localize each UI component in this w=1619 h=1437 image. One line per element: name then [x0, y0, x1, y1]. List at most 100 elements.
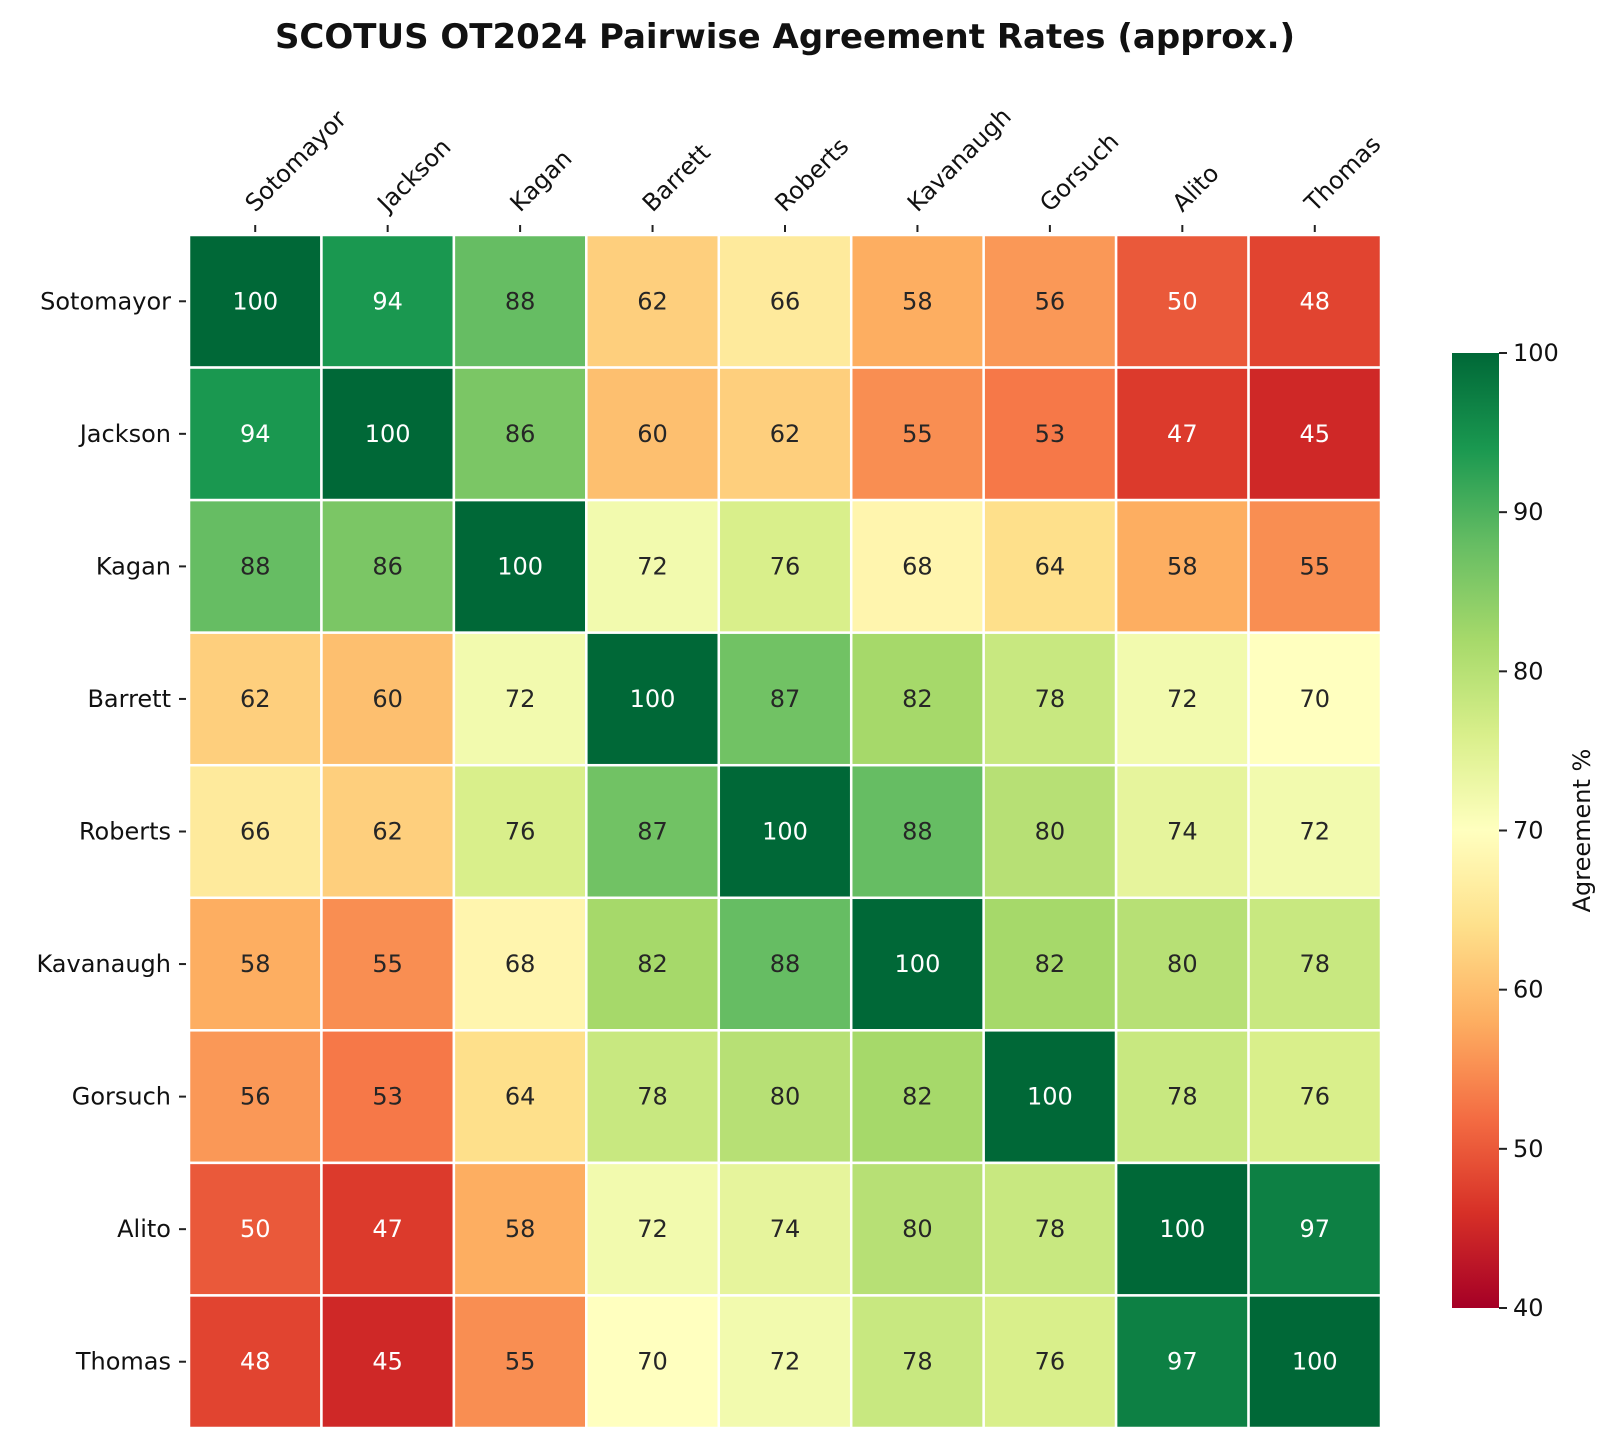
cell-value-label: 72: [1300, 818, 1331, 846]
cell-value-label: 55: [505, 1348, 536, 1376]
heatmap-cell: [187, 763, 323, 900]
heatmap-cell: [320, 233, 456, 369]
cell-value-label: 100: [497, 552, 543, 580]
cell-value-label: 76: [1300, 1083, 1331, 1111]
heatmap-cell: [982, 1029, 1118, 1165]
y-axis: Sotomayor Jackson Kagan Barrett Roberts Kavan…: [36, 287, 186, 1376]
cell-value-label: 66: [770, 287, 801, 315]
heatmap-cell: [585, 896, 721, 1032]
heatmap-cell: [849, 896, 985, 1032]
cell-value-label: 62: [637, 287, 668, 315]
heatmap-cell: [717, 366, 853, 502]
heatmap-cell: [849, 763, 985, 900]
x-tick-label: Gorsuch: [1034, 127, 1124, 217]
cell-value-label: 58: [240, 950, 271, 978]
colorbar-ticks: 40 50 60 70 80 90 100: [1499, 339, 1559, 1322]
heatmap-cell: [187, 896, 323, 1032]
cell-value-label: 64: [505, 1083, 536, 1111]
heatmap-cell: [717, 1029, 853, 1165]
cell-value-label: 62: [372, 818, 403, 846]
x-tick-label: Kavanaugh: [902, 102, 1017, 217]
cell-value-label: 78: [1167, 1083, 1198, 1111]
cell-value-label: 100: [630, 685, 676, 713]
cell-value-label: 72: [637, 552, 668, 580]
cell-value-label: 50: [1167, 287, 1198, 315]
cell-value-label: 82: [902, 1083, 933, 1111]
cell-value-label: 97: [1167, 1348, 1198, 1376]
cell-value-label: 94: [240, 420, 271, 448]
cell-value-label: 60: [372, 685, 403, 713]
y-tick-label: Kagan: [96, 552, 171, 580]
heatmap-cell: [585, 763, 721, 900]
cell-value-label: 55: [372, 950, 403, 978]
heatmap-cell: [1247, 498, 1383, 634]
cell-value-label: 72: [637, 1215, 668, 1243]
cell-value-label: 70: [1300, 685, 1331, 713]
cell-value-label: 72: [1167, 685, 1198, 713]
x-tick-label: Sotomayor: [240, 105, 352, 217]
heatmap-cell: [982, 498, 1118, 634]
x-tick-label: Kagan: [505, 144, 578, 217]
cell-value-label: 76: [1035, 1348, 1066, 1376]
cell-value-label: 45: [372, 1348, 403, 1376]
heatmap-cell: [452, 1294, 588, 1430]
x-axis: Sotomayor Jackson Kagan Barrett Roberts Kavan…: [240, 102, 1386, 232]
colorbar-tick-label: 50: [1513, 1135, 1544, 1163]
heatmap-cell: [585, 1161, 721, 1297]
heatmap-cell: [452, 763, 588, 900]
cell-value-label: 80: [1167, 950, 1198, 978]
cell-value-label: 100: [762, 818, 808, 846]
colorbar-label: Agreement %: [1568, 749, 1596, 913]
heatmap-cell: [717, 498, 853, 634]
colorbar-tick-label: 60: [1513, 976, 1544, 1004]
cell-value-label: 88: [240, 552, 271, 580]
heatmap-cell: [982, 1294, 1118, 1430]
colorbar-tick-label: 40: [1513, 1294, 1544, 1322]
cell-value-label: 60: [637, 420, 668, 448]
y-tick-label: Alito: [117, 1215, 171, 1243]
cell-value-label: 72: [770, 1348, 801, 1376]
y-tick-label: Thomas: [75, 1348, 171, 1376]
cell-value-label: 78: [1035, 1215, 1066, 1243]
heatmap-cell: [1247, 366, 1383, 502]
heatmap-cell: [982, 366, 1118, 502]
heatmap-cell: [187, 1029, 323, 1165]
heatmap-cell: [1247, 1161, 1383, 1297]
cell-value-label: 88: [902, 818, 933, 846]
cell-value-label: 48: [240, 1348, 271, 1376]
cell-value-label: 82: [1035, 950, 1066, 978]
x-tick-label: Jackson: [371, 133, 457, 219]
heatmap-cell: [1247, 631, 1383, 767]
heatmap-cell: [452, 1161, 588, 1297]
heatmap-cell: [585, 498, 721, 634]
cell-value-label: 76: [505, 818, 536, 846]
cell-value-label: 94: [372, 287, 403, 315]
heatmap-cell: [1247, 896, 1383, 1032]
y-tick-label: Sotomayor: [40, 287, 171, 315]
cell-value-label: 45: [1300, 420, 1331, 448]
cell-value-label: 74: [770, 1215, 801, 1243]
heatmap-cell: [1114, 233, 1250, 369]
heatmap-cell: [717, 896, 853, 1032]
colorbar-gradient: [1452, 353, 1499, 1308]
cell-value-label: 100: [1292, 1348, 1338, 1376]
heatmap-cell: [187, 233, 323, 369]
cell-value-label: 82: [902, 685, 933, 713]
heatmap-cell: [1247, 763, 1383, 900]
cell-value-label: 100: [1027, 1083, 1073, 1111]
heatmap-cell: [452, 896, 588, 1032]
heatmap-cell: [585, 631, 721, 767]
heatmap-cell: [320, 1029, 456, 1165]
x-tick-label: Barrett: [637, 138, 716, 217]
cell-value-label: 76: [770, 552, 801, 580]
heatmap-cell: [717, 1161, 853, 1297]
cell-value-label: 56: [1035, 287, 1066, 315]
heatmap-cell: [982, 763, 1118, 900]
cell-value-label: 48: [1300, 287, 1331, 315]
heatmap-cell: [849, 1294, 985, 1430]
cell-value-label: 100: [1159, 1215, 1205, 1243]
heatmap-cell: [585, 1294, 721, 1430]
cell-value-label: 55: [902, 420, 933, 448]
y-tick-label: Kavanaugh: [36, 950, 171, 978]
cell-value-label: 53: [1035, 420, 1066, 448]
